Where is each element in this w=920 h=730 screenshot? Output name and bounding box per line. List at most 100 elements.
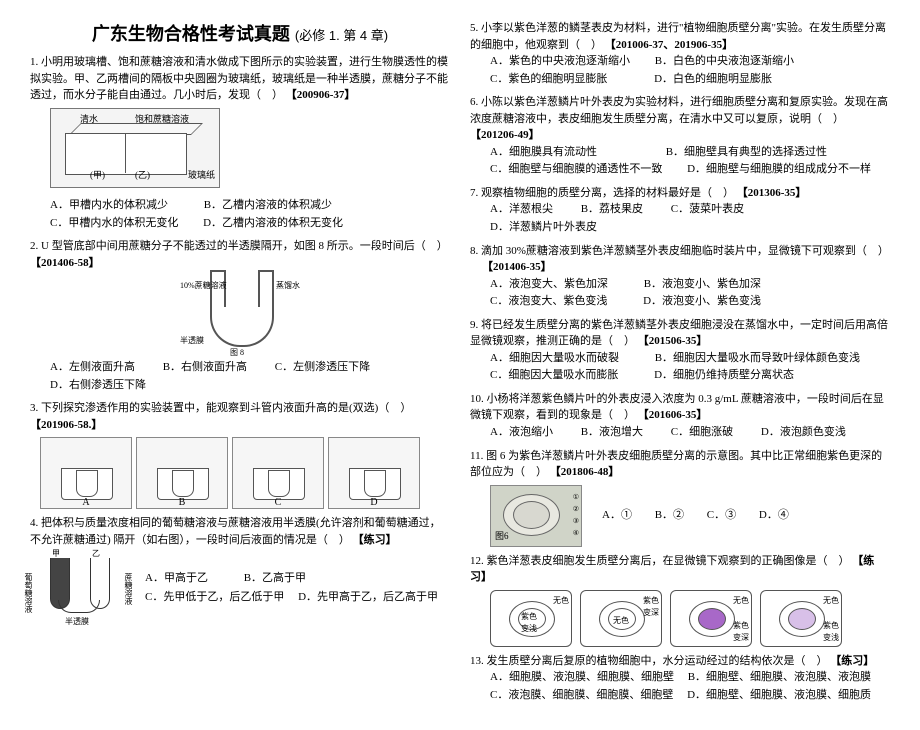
title-sub: (必修 1. 第 4 章) [295,28,388,43]
q6-ref: 【201206-49】 [470,129,540,141]
q2-num: 2. [30,240,38,252]
q9-C: C．细胞因大量吸水而膨胀 [490,369,618,381]
q7-num: 7. [470,187,478,199]
q8-C: C．液泡变大、紫色变浅 [490,295,607,307]
q1-options: A．甲槽内水的体积减少 B．乙槽内溶液的体积减少 C．甲槽内水的体积无变化 D．… [30,197,450,232]
q8-ref: 【201406-35】 [470,261,552,273]
q11-C: C．③ [707,509,736,521]
cell-C: 无色 紫色变深 [670,590,752,647]
question-4: 4. 把体积与质量浓度相同的葡萄糖溶液与蔗糖溶液用半透膜(允许溶剂和葡萄糖通过，… [30,515,450,628]
q3-num: 3. [30,402,38,414]
beaker-D: D [328,437,420,509]
q8-options: A．液泡变大、紫色加深 B．液泡变小、紫色加深 C．液泡变大、紫色变浅 D．液泡… [470,276,890,311]
q12-figure: 无色 紫色变浅 紫色变深 无色 无色 紫色变深 无色 紫色变浅 [490,590,890,647]
title-main: 广东生物合格性考试真题 [92,24,290,44]
q11-num3: ③ [573,516,579,527]
q2-ref: 【201406-58】 [30,257,100,269]
q8-A: A．液泡变大、紫色加深 [490,278,608,290]
q6-B: B．细胞壁具有典型的选择透过性 [666,146,827,158]
q5-ref: 【201006-37、201906-35】 [605,39,733,51]
q8-D: D．液泡变小、紫色变浅 [643,295,761,307]
q1-D: D．乙槽内溶液的体积无变化 [203,217,343,229]
q4-fig-l4: 蔗糖溶液 [122,573,134,605]
q13-text: 发生质壁分离后复原的植物细胞中，水分运动经过的结构依次是（ ） [487,655,828,667]
q3-beaker-A: A [41,495,131,510]
q2-D: D．右侧渗透压下降 [50,377,146,395]
q10-options: A．液泡缩小 B．液泡增大 C．细胞涨破 D．液泡颜色变浅 [470,424,890,442]
q1-fig-l1: 清水 [80,113,98,127]
question-6: 6. 小陈以紫色洋葱鳞片叶外表皮为实验材料，进行细胞质壁分离和复原实验。发现在高… [470,94,890,179]
q6-D: D．细胞壁与细胞膜的组成成分不一样 [687,163,871,175]
q4-C: C．先甲低于乙，后乙低于甲 [145,591,284,603]
question-9: 9. 将已经发生质壁分离的紫色洋葱鳞茎外表皮细胞浸没在蒸馏水中，一定时间后用高倍… [470,317,890,385]
q12-text: 紫色洋葱表皮细胞发生质壁分离后，在显微镜下观察到的正确图像是（ ） [487,555,850,567]
q5-options: A．紫色的中央液泡逐渐缩小 B．白色的中央液泡逐渐缩小 C．紫色的细胞明显膨胀 … [470,53,890,88]
q8-num: 8. [470,245,478,257]
cell-D: 无色 紫色变浅 [760,590,842,647]
cell-D-l2: 紫色变浅 [823,620,839,644]
q4-options: A．甲高于乙 B．乙高于甲 C．先甲低于乙，后乙低于甲 D．先甲高于乙，后乙高于… [145,569,438,609]
q7-options: A．洋葱根尖 B．荔枝果皮 C．菠菜叶表皮 D．洋葱鳞片叶外表皮 [470,201,890,236]
q5-num: 5. [470,22,478,34]
q1-fig-l5: (乙) [135,169,150,183]
q10-num: 10. [470,393,484,405]
right-column: 5. 小李以紫色洋葱的鳞茎表皮为材料，进行"植物细胞质壁分离"实验。在发生质壁分… [470,20,890,710]
beaker-C: C [232,437,324,509]
q4-figure-row: 甲 乙 葡萄糖溶液 蔗糖溶液 半透膜 A．甲高于乙 B．乙高于甲 C．先甲低于乙… [40,548,450,628]
question-7: 7. 观察植物细胞的质壁分离，选择的材料最好是（ ） 【201306-35】 A… [470,185,890,237]
q4-D: D．先甲高于乙，后乙高于甲 [298,591,438,603]
q4-fig-l3: 葡萄糖溶液 [22,573,34,613]
question-13: 13. 发生质壁分离后复原的植物细胞中，水分运动经过的结构依次是（ ） 【练习】… [470,653,890,705]
q9-A: A．细胞因大量吸水而破裂 [490,352,619,364]
q13-ref: 【练习】 [830,655,874,667]
q3-text: 下列探究渗透作用的实验装置中，能观察到斗管内液面升高的是(双选)（ ） [41,402,411,414]
q2-fig-l1: 10%蔗糖溶液 [180,280,227,292]
q9-D: D．细胞仍维持质壁分离状态 [654,369,794,381]
q7-A: A．洋葱根尖 [490,201,553,219]
q11-row: ① ② ③ ④ 图6 A．① B．② C．③ D．④ [490,485,890,547]
q3-beaker-B: B [137,495,227,510]
q1-A: A．甲槽内水的体积减少 [50,199,168,211]
question-5: 5. 小李以紫色洋葱的鳞茎表皮为材料，进行"植物细胞质壁分离"实验。在发生质壁分… [470,20,890,88]
cell-B-l1: 紫色变深 [643,595,659,619]
q1-fig-l4: (甲) [90,169,105,183]
q8-text: 滴加 30%蔗糖溶液到紫色洋葱鳞茎外表皮细胞临时装片中，显微镜下可观察到（ ） [481,245,889,257]
q3-beaker-D: D [329,495,419,510]
question-12: 12. 紫色洋葱表皮细胞发生质壁分离后，在显微镜下观察到的正确图像是（ ） 【练… [470,553,890,647]
question-1: 1. 小明用玻璃槽、饱和蔗糖溶液和清水做成下图所示的实验装置，进行生物膜透性的模… [30,54,450,232]
q9-ref: 【201506-35】 [638,335,708,347]
q11-num: 11. [470,450,483,462]
q3-beaker-C: C [233,495,323,510]
q4-ref: 【练习】 [353,534,397,546]
q13-options: A．细胞膜、液泡膜、细胞膜、细胞壁 B．细胞壁、细胞膜、液泡膜、液泡膜 C．液泡… [470,669,890,704]
q7-text: 观察植物细胞的质壁分离，选择的材料最好是（ ） [481,187,734,199]
q4-A: A．甲高于乙 [145,572,208,584]
q9-B: B．细胞因大量吸水而导致叶绿体颜色变浅 [655,352,860,364]
q10-B: B．液泡增大 [581,424,643,442]
q4-figure: 甲 乙 葡萄糖溶液 蔗糖溶液 半透膜 [40,548,130,628]
q2-text: U 型管底部中间用蔗糖分子不能透过的半透膜隔开，如图 8 所示。一段时间后（ ） [41,240,448,252]
q1-fig-l3: 玻璃纸 [188,169,215,183]
beaker-B: B [136,437,228,509]
q7-B: B．荔枝果皮 [581,201,643,219]
q5-C: C．紫色的细胞明显膨胀 [490,73,607,85]
q1-text: 小明用玻璃槽、饱和蔗糖溶液和清水做成下图所示的实验装置，进行生物膜透性的模拟实验… [30,56,448,101]
q3-figure: A B C D [40,437,450,509]
question-8: 8. 滴加 30%蔗糖溶液到紫色洋葱鳞茎外表皮细胞临时装片中，显微镜下可观察到（… [470,243,890,311]
q1-figure: 清水 饱和蔗糖溶液 玻璃纸 (甲) (乙) [50,108,220,188]
q6-A: A．细胞膜具有流动性 [490,146,597,158]
q5-A: A．紫色的中央液泡逐渐缩小 [490,55,630,67]
q2-figure: 10%蔗糖溶液 蒸馏水 半透膜 图 8 [180,275,300,355]
q1-fig-l2: 饱和蔗糖溶液 [135,113,189,127]
q4-num: 4. [30,517,38,529]
q3-ref: 【201906-58.】 [30,419,102,431]
cell-A: 无色 紫色变浅 [490,590,572,647]
q10-A: A．液泡缩小 [490,424,553,442]
q5-B: B．白色的中央液泡逐渐缩小 [655,55,794,67]
q2-C: C．左侧渗透压下降 [275,359,370,377]
q2-fig-l4: 图 8 [230,347,244,359]
q6-text: 小陈以紫色洋葱鳞片叶外表皮为实验材料，进行细胞质壁分离和复原实验。发现在高浓度蔗… [470,96,888,125]
q2-B: B．右侧液面升高 [163,359,247,377]
q2-A: A．左侧液面升高 [50,359,135,377]
q10-C: C．细胞涨破 [671,424,733,442]
